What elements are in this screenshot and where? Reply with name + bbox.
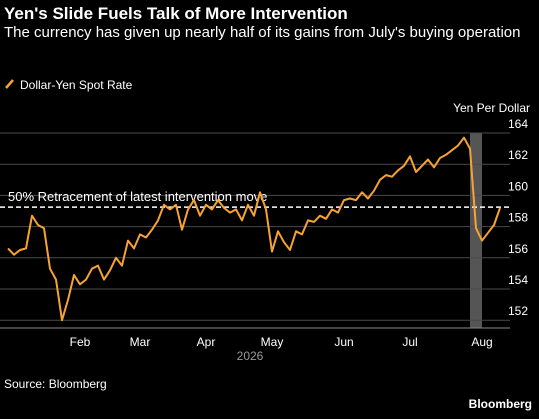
x-tick-label: Mar (130, 335, 151, 349)
legend-swatch (5, 79, 14, 89)
x-tick-label: Apr (197, 335, 216, 349)
y-tick-label: 162 (508, 148, 528, 162)
y-tick-label: 152 (508, 304, 528, 318)
chart-title: Yen's Slide Fuels Talk of More Intervent… (4, 4, 348, 23)
brand: Bloomberg (469, 397, 532, 411)
x-tick-label: Jul (402, 335, 417, 349)
x-tick-label: Feb (70, 335, 91, 349)
x-axis-label: 2026 (237, 349, 264, 363)
y-tick-label: 156 (508, 242, 528, 256)
y-tick-label: 160 (508, 179, 528, 193)
chart-subtitle: The currency has given up nearly half of… (4, 24, 521, 41)
y-tick-label: 164 (508, 117, 528, 131)
x-tick-label: Aug (471, 335, 492, 349)
x-tick-label: May (261, 335, 284, 349)
y-tick-label: 154 (508, 273, 528, 287)
subtitle-box: The currency has given up nearly half of… (4, 24, 521, 41)
y-axis-label: Yen Per Dollar (453, 101, 530, 115)
series-line (7, 136, 501, 322)
legend-label: Dollar-Yen Spot Rate (20, 78, 133, 92)
x-tick-label: Jun (334, 335, 353, 349)
source: Source: Bloomberg (4, 377, 107, 391)
y-tick-label: 158 (508, 211, 528, 225)
annotation: 50% Retracement of latest intervention m… (8, 189, 267, 204)
